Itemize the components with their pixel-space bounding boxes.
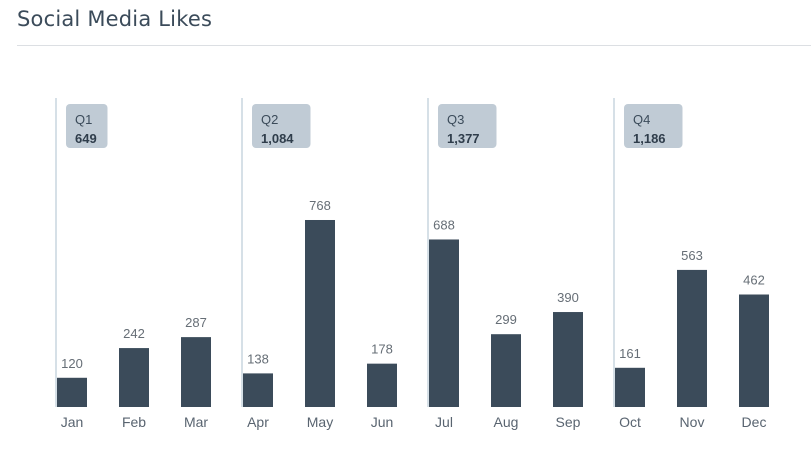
x-tick-label: Dec bbox=[742, 414, 767, 430]
bar-apr bbox=[243, 373, 273, 407]
bar-sep bbox=[553, 312, 583, 407]
bar-aug bbox=[491, 334, 521, 407]
quarter-badge: Q3 1,377 bbox=[438, 104, 497, 148]
value-label: 299 bbox=[495, 312, 517, 327]
bar-jun bbox=[367, 363, 397, 407]
value-label: 563 bbox=[681, 248, 703, 263]
bar-oct bbox=[615, 367, 645, 407]
value-label: 462 bbox=[743, 273, 765, 288]
bar-jan bbox=[57, 377, 87, 407]
value-label: 120 bbox=[61, 356, 83, 371]
bar-feb bbox=[119, 348, 149, 407]
chart-title: Social Media Likes bbox=[17, 7, 213, 31]
bars bbox=[57, 219, 769, 407]
quarter-badge-bg bbox=[252, 104, 311, 148]
bar-mar bbox=[181, 337, 211, 407]
quarter-badge: Q4 1,186 bbox=[624, 104, 683, 148]
x-tick-label: Jun bbox=[371, 414, 394, 430]
quarter-name: Q2 bbox=[261, 112, 278, 127]
quarter-badge-bg bbox=[624, 104, 683, 148]
bar-may bbox=[305, 219, 335, 407]
x-tick-label: Oct bbox=[619, 414, 641, 430]
value-label: 242 bbox=[123, 326, 145, 341]
bar-nov bbox=[677, 269, 707, 407]
x-tick-label: Aug bbox=[494, 414, 519, 430]
x-tick-label: Nov bbox=[680, 414, 705, 430]
quarter-badge-bg bbox=[66, 104, 108, 148]
quarter-total: 1,084 bbox=[261, 131, 294, 146]
x-tick-label: Mar bbox=[184, 414, 208, 430]
value-label: 287 bbox=[185, 315, 207, 330]
value-label: 178 bbox=[371, 342, 393, 357]
x-tick-label: Feb bbox=[122, 414, 146, 430]
quarter-name: Q3 bbox=[447, 112, 464, 127]
quarter-total: 1,377 bbox=[447, 131, 480, 146]
value-label: 390 bbox=[557, 290, 579, 305]
x-tick-label: Sep bbox=[556, 414, 581, 430]
value-label: 688 bbox=[433, 217, 455, 232]
bar-jul bbox=[429, 239, 459, 407]
x-tick-label: Jan bbox=[61, 414, 84, 430]
x-tick-label: Apr bbox=[247, 414, 269, 430]
quarter-total: 649 bbox=[75, 131, 97, 146]
quarter-badge-bg bbox=[438, 104, 497, 148]
x-tick-label: May bbox=[307, 414, 333, 430]
value-label: 138 bbox=[247, 351, 269, 366]
title-divider bbox=[17, 45, 811, 46]
quarter-name: Q4 bbox=[633, 112, 650, 127]
x-tick-label: Jul bbox=[435, 414, 453, 430]
quarter-badge: Q2 1,084 bbox=[252, 104, 311, 148]
value-labels: 120 242 287 138 768 178 688 299 390 161 563 462 bbox=[61, 198, 765, 371]
value-label: 161 bbox=[619, 346, 641, 361]
quarter-total: 1,186 bbox=[633, 131, 666, 146]
bar-dec bbox=[739, 294, 769, 407]
quarter-name: Q1 bbox=[75, 112, 92, 127]
value-label: 768 bbox=[309, 198, 331, 213]
x-axis-ticks: Jan Feb Mar Apr May Jun Jul Aug Sep Oct Nov Dec bbox=[61, 414, 767, 430]
